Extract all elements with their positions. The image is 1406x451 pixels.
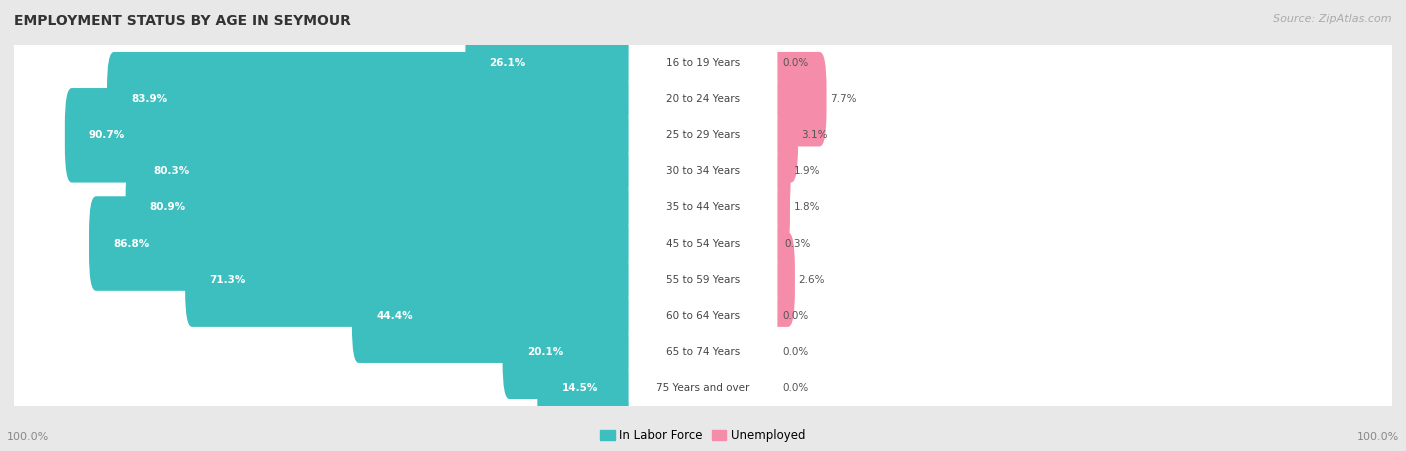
Text: 71.3%: 71.3% <box>209 275 246 285</box>
FancyBboxPatch shape <box>628 59 778 139</box>
Text: 0.0%: 0.0% <box>782 383 808 393</box>
Text: 83.9%: 83.9% <box>131 94 167 104</box>
FancyBboxPatch shape <box>11 68 1395 203</box>
Text: 0.0%: 0.0% <box>782 347 808 357</box>
FancyBboxPatch shape <box>628 203 778 284</box>
FancyBboxPatch shape <box>537 341 641 435</box>
FancyBboxPatch shape <box>465 16 641 110</box>
FancyBboxPatch shape <box>89 196 641 291</box>
Text: 3.1%: 3.1% <box>801 130 828 140</box>
FancyBboxPatch shape <box>765 196 780 291</box>
Text: 45 to 54 Years: 45 to 54 Years <box>666 239 740 249</box>
FancyBboxPatch shape <box>352 268 641 363</box>
Text: 20 to 24 Years: 20 to 24 Years <box>666 94 740 104</box>
Text: 90.7%: 90.7% <box>89 130 125 140</box>
Text: 35 to 44 Years: 35 to 44 Years <box>666 202 740 212</box>
Text: 26.1%: 26.1% <box>489 58 526 68</box>
Text: 25 to 29 Years: 25 to 29 Years <box>666 130 740 140</box>
Text: Source: ZipAtlas.com: Source: ZipAtlas.com <box>1274 14 1392 23</box>
Text: 7.7%: 7.7% <box>830 94 856 104</box>
FancyBboxPatch shape <box>502 304 641 399</box>
FancyBboxPatch shape <box>765 52 827 147</box>
Text: 2.6%: 2.6% <box>799 275 825 285</box>
FancyBboxPatch shape <box>765 160 790 255</box>
Text: 0.0%: 0.0% <box>782 311 808 321</box>
FancyBboxPatch shape <box>11 212 1395 347</box>
FancyBboxPatch shape <box>628 131 778 212</box>
Text: 80.3%: 80.3% <box>153 166 190 176</box>
FancyBboxPatch shape <box>11 32 1395 167</box>
FancyBboxPatch shape <box>129 124 641 219</box>
FancyBboxPatch shape <box>765 124 790 219</box>
Text: 20.1%: 20.1% <box>527 347 562 357</box>
FancyBboxPatch shape <box>11 284 1395 419</box>
Text: 1.9%: 1.9% <box>794 166 821 176</box>
FancyBboxPatch shape <box>628 312 778 392</box>
FancyBboxPatch shape <box>11 176 1395 311</box>
FancyBboxPatch shape <box>11 104 1395 239</box>
Text: 55 to 59 Years: 55 to 59 Years <box>666 275 740 285</box>
FancyBboxPatch shape <box>11 140 1395 275</box>
Text: 80.9%: 80.9% <box>149 202 186 212</box>
FancyBboxPatch shape <box>628 23 778 103</box>
FancyBboxPatch shape <box>186 232 641 327</box>
FancyBboxPatch shape <box>628 348 778 428</box>
FancyBboxPatch shape <box>765 88 799 183</box>
FancyBboxPatch shape <box>125 160 641 255</box>
FancyBboxPatch shape <box>65 88 641 183</box>
FancyBboxPatch shape <box>107 52 641 147</box>
FancyBboxPatch shape <box>628 167 778 248</box>
FancyBboxPatch shape <box>11 248 1395 383</box>
FancyBboxPatch shape <box>11 320 1395 451</box>
Text: 86.8%: 86.8% <box>112 239 149 249</box>
Text: 60 to 64 Years: 60 to 64 Years <box>666 311 740 321</box>
Text: 16 to 19 Years: 16 to 19 Years <box>666 58 740 68</box>
Text: 75 Years and over: 75 Years and over <box>657 383 749 393</box>
Text: 14.5%: 14.5% <box>561 383 598 393</box>
Text: 30 to 34 Years: 30 to 34 Years <box>666 166 740 176</box>
Text: 1.8%: 1.8% <box>793 202 820 212</box>
Text: 100.0%: 100.0% <box>7 432 49 442</box>
Legend: In Labor Force, Unemployed: In Labor Force, Unemployed <box>596 424 810 447</box>
Text: 44.4%: 44.4% <box>375 311 412 321</box>
Text: 0.0%: 0.0% <box>782 58 808 68</box>
Text: 100.0%: 100.0% <box>1357 432 1399 442</box>
FancyBboxPatch shape <box>628 276 778 356</box>
Text: 0.3%: 0.3% <box>785 239 810 249</box>
FancyBboxPatch shape <box>628 239 778 320</box>
FancyBboxPatch shape <box>765 232 794 327</box>
FancyBboxPatch shape <box>628 95 778 175</box>
FancyBboxPatch shape <box>11 0 1395 131</box>
Text: 65 to 74 Years: 65 to 74 Years <box>666 347 740 357</box>
Text: EMPLOYMENT STATUS BY AGE IN SEYMOUR: EMPLOYMENT STATUS BY AGE IN SEYMOUR <box>14 14 352 28</box>
